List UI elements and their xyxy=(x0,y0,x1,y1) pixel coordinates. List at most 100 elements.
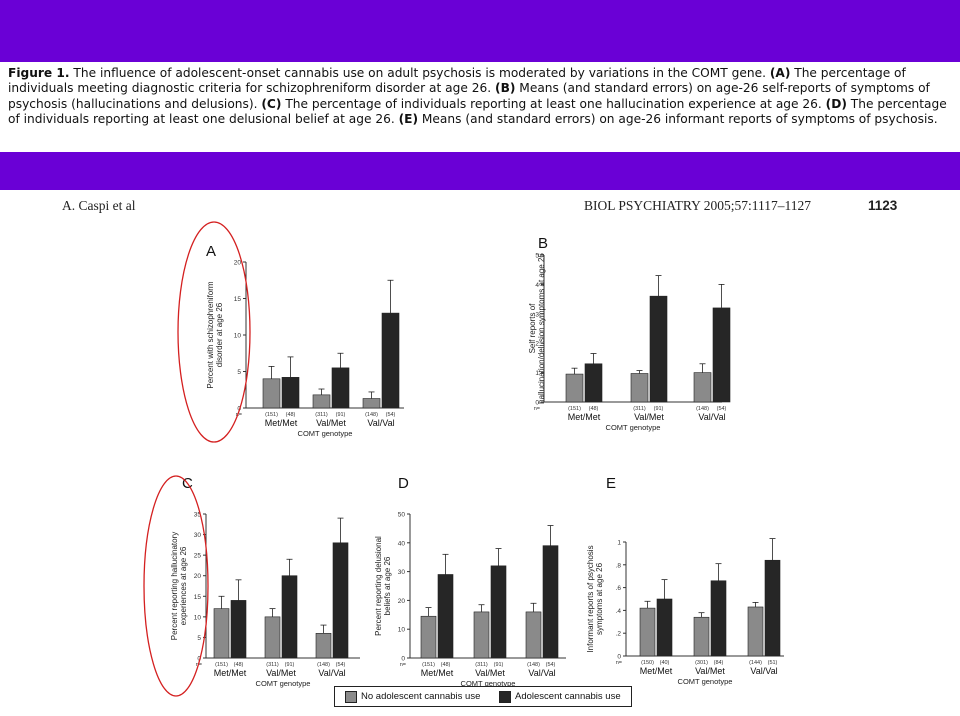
panel-c-y-label-line-1: Percent reporting hallucinatory xyxy=(170,532,179,641)
panel-a-bar-val-met-no-cannabis xyxy=(312,394,331,409)
caption-intro: The influence of adolescent-onset cannab… xyxy=(69,66,770,80)
panel-c-n-label: (151) xyxy=(215,662,228,668)
panel-b-letter: B xyxy=(538,235,548,252)
panel-e-n-prefix: n= xyxy=(616,660,622,666)
panel-a-y-tick-label: 10 xyxy=(234,333,242,340)
panel-d-n-label: (311) xyxy=(475,662,488,668)
header-band xyxy=(0,0,960,62)
panel-e-bar-val-met-no-cannabis xyxy=(693,616,710,657)
panel-b-y-tick-label: 0 xyxy=(535,400,539,407)
panel-d-bar-val-met-cannabis xyxy=(490,565,507,659)
panel-d-category-label: Val/Met xyxy=(475,668,505,678)
panel-d-category-label: Val/Val xyxy=(528,668,555,678)
panel-e-bar-met-met-cannabis xyxy=(656,598,673,657)
panel-e-y-tick-label: .6 xyxy=(616,585,622,592)
panel-e-n-label: (51) xyxy=(768,660,778,666)
panel-d-y-tick-label: 30 xyxy=(398,569,406,576)
footer-band xyxy=(0,152,960,190)
panel-b-bar-met-met-cannabis xyxy=(584,363,603,403)
figure-caption: Figure 1. The influence of adolescent-on… xyxy=(8,66,948,128)
caption-label-e: (E) xyxy=(398,112,419,127)
legend-swatch-no-cannabis xyxy=(345,691,357,703)
caption-label-b: (B) xyxy=(495,81,516,96)
panel-e-bar-val-val-no-cannabis xyxy=(747,606,764,657)
panel-c-category-label: Met/Met xyxy=(214,668,247,678)
panel-c-bar-val-met-no-cannabis xyxy=(264,616,281,659)
panel-c-category-label: Val/Val xyxy=(318,668,345,678)
panel-d-n-prefix: n= xyxy=(400,662,406,668)
legend-swatch-cannabis xyxy=(499,691,511,703)
panel-e-y-label-line-2: symptoms at age 26 xyxy=(595,562,604,635)
panel-d-n-label: (48) xyxy=(441,662,451,668)
panel-d-x-label: COMT genotype xyxy=(461,679,516,688)
panel-a-y-tick-label: 5 xyxy=(237,369,241,376)
panel-a-category-label: Val/Met xyxy=(316,418,346,428)
caption-panel: Figure 1. The influence of adolescent-on… xyxy=(0,62,960,152)
panel-d-y-label-line-1: Percent reporting delusional xyxy=(374,536,383,636)
panel-b-n-label: (54) xyxy=(717,406,727,412)
panel-c-n-label: (311) xyxy=(266,662,279,668)
panel-b-y-tick-label: 3 xyxy=(535,311,539,318)
panel-b-y-tick-label: 2 xyxy=(535,341,539,348)
panel-a-n-label: (151) xyxy=(265,412,278,418)
panel-b-n-label: (311) xyxy=(633,406,646,412)
panel-e-n-label: (144) xyxy=(749,660,762,666)
panel-b-category-label: Val/Val xyxy=(698,412,725,422)
caption-text-c: The percentage of individuals reporting … xyxy=(281,96,826,111)
panel-a-x-label: COMT genotype xyxy=(298,429,353,438)
page-number: 1123 xyxy=(868,198,898,213)
panel-c-bar-val-met-cannabis xyxy=(281,575,298,659)
panel-c-bar-met-met-no-cannabis xyxy=(213,608,230,659)
legend-label-cannabis: Adolescent cannabis use xyxy=(515,691,621,702)
panel-b-n-label: (48) xyxy=(589,406,599,412)
panel-c-y-tick-label: 15 xyxy=(194,594,202,601)
panel-e-n-label: (150) xyxy=(641,660,654,666)
panel-a-n-label: (91) xyxy=(336,412,346,418)
panel-e-bar-met-met-no-cannabis xyxy=(639,607,656,657)
panel-c-y-tick-label: 5 xyxy=(197,635,201,642)
panel-d-n-label: (151) xyxy=(422,662,435,668)
panel-e-y-tick-label: 0 xyxy=(617,654,621,661)
panel-b-n-prefix: n= xyxy=(534,406,540,412)
panel-a-y-tick-label: 15 xyxy=(234,296,242,303)
caption-figure-label: Figure 1. xyxy=(8,66,70,80)
panel-d-y-tick-label: 40 xyxy=(398,540,406,547)
panel-b-y-tick-label: 4 xyxy=(535,282,539,289)
panel-d-n-label: (148) xyxy=(527,662,540,668)
panel-d-bar-val-val-cannabis xyxy=(542,545,559,659)
panel-c-bar-met-met-cannabis xyxy=(230,600,247,659)
panel-e-category-label: Met/Met xyxy=(640,666,673,676)
running-head-author: A. Caspi et al xyxy=(62,198,136,213)
panel-a-letter: A xyxy=(206,243,216,260)
panel-a-bar-met-met-no-cannabis xyxy=(262,378,281,409)
panel-b-bar-val-val-no-cannabis xyxy=(693,372,712,403)
panel-d-bar-met-met-no-cannabis xyxy=(420,615,437,659)
panel-c-y-label-line-2: experiences at age 26 xyxy=(179,546,188,625)
panel-b-n-label: (148) xyxy=(696,406,709,412)
panel-b-category-label: Met/Met xyxy=(568,412,601,422)
panel-e-bar-val-met-cannabis xyxy=(710,580,727,657)
panel-e-x-label: COMT genotype xyxy=(678,677,733,686)
caption-label-d: (D) xyxy=(825,96,847,111)
panel-b-y-tick-label: 1 xyxy=(535,370,539,377)
panel-d-n-label: (91) xyxy=(494,662,504,668)
panel-a-y-label-line-2: disorder at age 26 xyxy=(215,302,224,367)
panel-a-n-label: (311) xyxy=(315,412,328,418)
figure-legend: No adolescent cannabis use Adolescent ca… xyxy=(334,686,632,707)
caption-label-c: (C) xyxy=(261,96,282,111)
panel-d-y-label-line-2: beliefs at age 26 xyxy=(383,556,392,615)
panel-d-n-label: (54) xyxy=(546,662,556,668)
panel-c-annotation-ellipse xyxy=(143,475,209,697)
panel-d-y-tick-label: 20 xyxy=(398,598,406,605)
panel-a-bar-val-val-no-cannabis xyxy=(362,398,381,409)
panel-b-y-label-line-1: Self reports of xyxy=(528,303,537,354)
panel-e-y-label-line-1: Informant reports of psychosis xyxy=(586,545,595,652)
panel-b-x-label: COMT genotype xyxy=(606,423,661,432)
panel-b-n-label: (91) xyxy=(654,406,664,412)
panel-d-bar-val-val-no-cannabis xyxy=(525,611,542,659)
caption-text-e: Means (and standard errors) on age-26 in… xyxy=(418,112,938,127)
panel-d-y-tick-label: 10 xyxy=(398,627,406,634)
panel-e-y-tick-label: .2 xyxy=(616,631,622,638)
panel-b-bar-met-met-no-cannabis xyxy=(565,373,584,403)
